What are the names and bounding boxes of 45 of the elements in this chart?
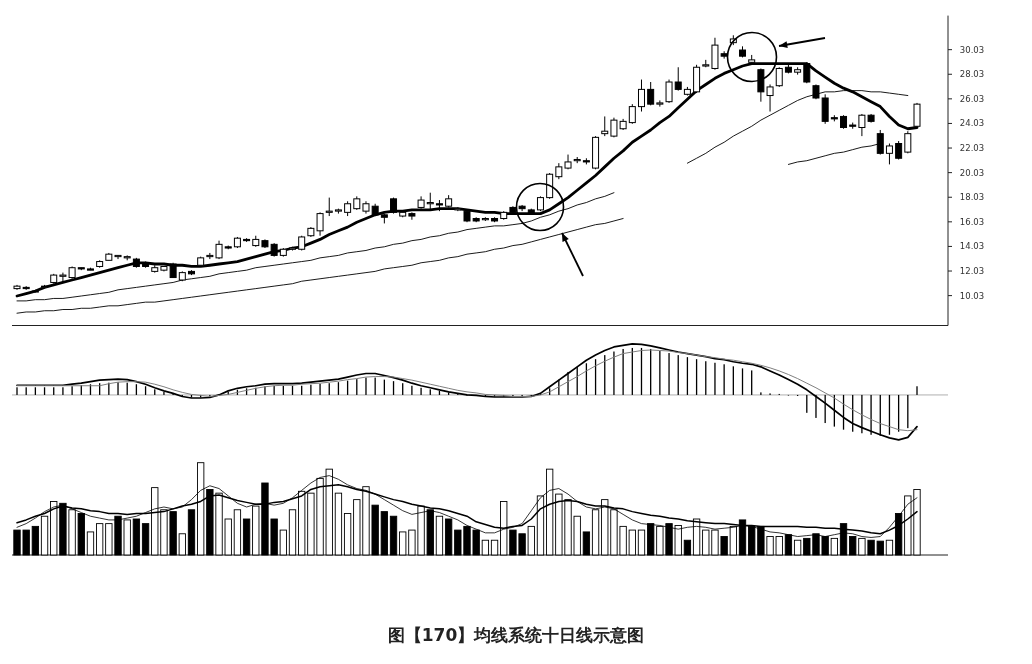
- candlestick: [408, 211, 416, 221]
- y-tick-label: 10.03: [959, 290, 985, 301]
- bar: [380, 511, 388, 556]
- bar: [389, 515, 398, 556]
- candlestick: [637, 79, 645, 113]
- bar: [242, 518, 251, 556]
- y-tick-label: 14.03: [959, 241, 985, 252]
- bar: [885, 539, 894, 556]
- y-tick-label: 26.03: [959, 93, 985, 104]
- bar: [86, 531, 95, 556]
- y-tick-label: 22.03: [959, 143, 985, 154]
- y-tick-label: 28.03: [959, 69, 985, 80]
- bar: [793, 539, 802, 556]
- candlestick: [821, 93, 829, 125]
- bar: [637, 529, 646, 556]
- candlestick: [674, 66, 682, 92]
- y-tick-label: 18.03: [959, 192, 985, 203]
- candlestick: [518, 204, 526, 212]
- bar: [288, 509, 297, 556]
- candlestick: [885, 143, 893, 165]
- bar: [233, 509, 242, 556]
- bar: [187, 509, 196, 556]
- candlestick: [665, 79, 673, 104]
- y-tick-label: 16.03: [959, 216, 985, 227]
- candlestick: [775, 66, 783, 88]
- y-tick-label: 24.03: [959, 118, 985, 129]
- candlestick: [628, 103, 636, 125]
- candlestick: [114, 254, 122, 260]
- bar: [141, 523, 150, 556]
- bar: [582, 531, 591, 556]
- bar: [343, 513, 352, 556]
- text: 图【170】均线系统十日线示意图: [387, 625, 645, 645]
- bar: [830, 537, 838, 556]
- y-tick-label: 30.03: [959, 44, 985, 55]
- y-tick-label: 12.03: [959, 266, 985, 277]
- bar: [481, 539, 490, 556]
- candlestick: [601, 115, 609, 137]
- candlestick: [656, 99, 664, 108]
- bar: [683, 539, 692, 556]
- bar: [435, 515, 444, 556]
- candlestick: [325, 197, 333, 217]
- bar: [31, 525, 40, 556]
- y-tick-label: 20.03: [959, 167, 985, 178]
- bar: [334, 492, 343, 556]
- bar: [490, 539, 499, 556]
